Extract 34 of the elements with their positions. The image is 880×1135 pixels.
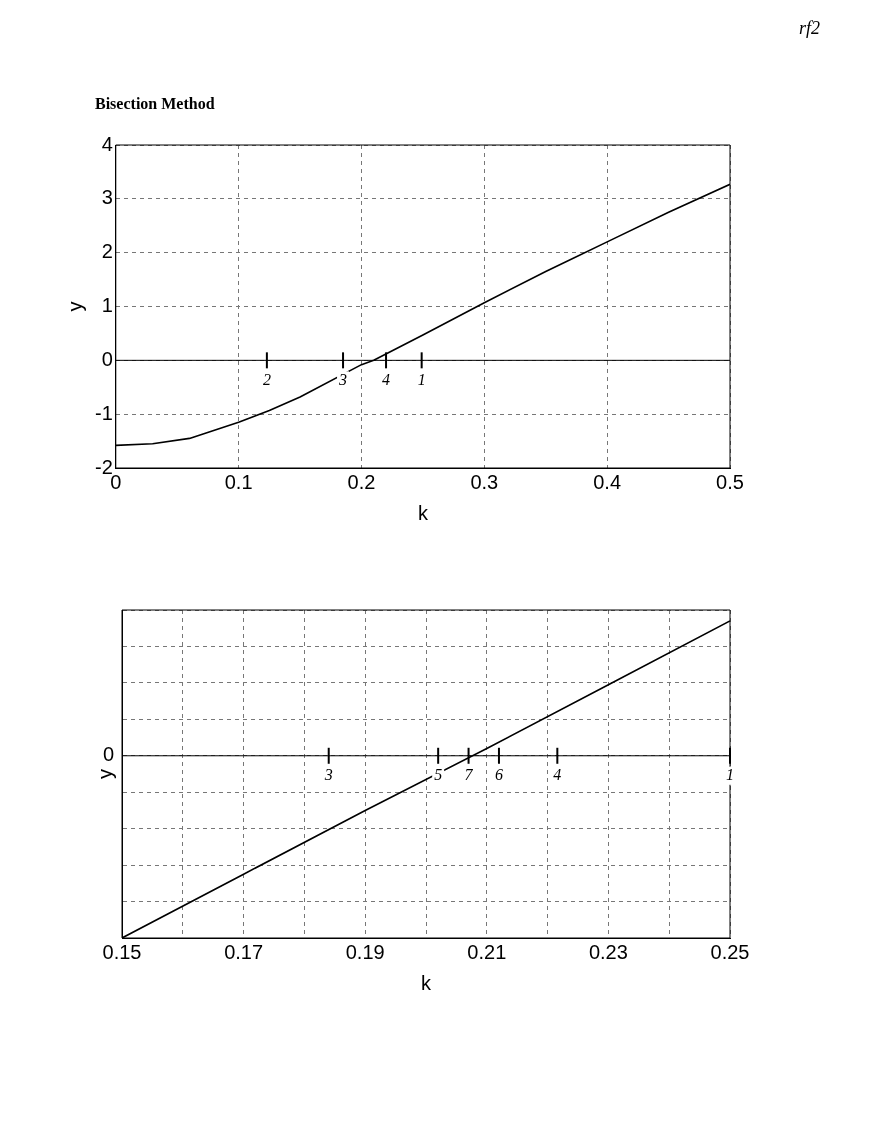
annotation: 3 — [323, 765, 333, 783]
annotation: 4 — [382, 370, 391, 388]
chart-title: Bisection Method — [95, 95, 215, 113]
y-tick-label: 0 — [101, 347, 113, 370]
y-tick-label: 2 — [101, 240, 113, 263]
x-tick-label: 0.4 — [593, 470, 622, 493]
x-tick-label: 0.21 — [467, 940, 507, 963]
x-tick-label: 0.25 — [710, 940, 750, 963]
x-tick-label: 0.23 — [588, 940, 628, 963]
y-tick-label: 4 — [101, 132, 113, 155]
annotation: 4 — [553, 765, 562, 783]
annotation: 3 — [338, 370, 348, 388]
x-axis-title: k — [417, 501, 429, 524]
x-tick-label: 0.17 — [224, 940, 264, 963]
annotation: 5 — [434, 765, 443, 783]
x-tick-label: 0.1 — [224, 470, 253, 493]
y-tick-label: -1 — [94, 401, 113, 424]
y-axis-title: y — [93, 769, 116, 779]
text: rf2 — [798, 18, 820, 39]
y-tick-label: -2 — [94, 455, 113, 478]
x-tick-label: 0.2 — [347, 470, 376, 493]
x-tick-label: 0.19 — [345, 940, 385, 963]
annotation: 7 — [464, 765, 474, 783]
annotation: 2 — [262, 370, 271, 388]
x-tick-label: 0.3 — [470, 470, 499, 493]
annotation: 6 — [494, 765, 503, 783]
y-axis-title: y — [63, 301, 86, 312]
x-axis-title: k — [421, 971, 432, 994]
annotation: 1 — [417, 370, 426, 388]
annotation: 1 — [726, 765, 734, 783]
x-tick-label: 0.15 — [102, 940, 142, 963]
y-tick-label: 1 — [101, 294, 113, 317]
x-tick-label: 0.5 — [716, 470, 744, 493]
y-tick-label: 3 — [101, 186, 113, 209]
